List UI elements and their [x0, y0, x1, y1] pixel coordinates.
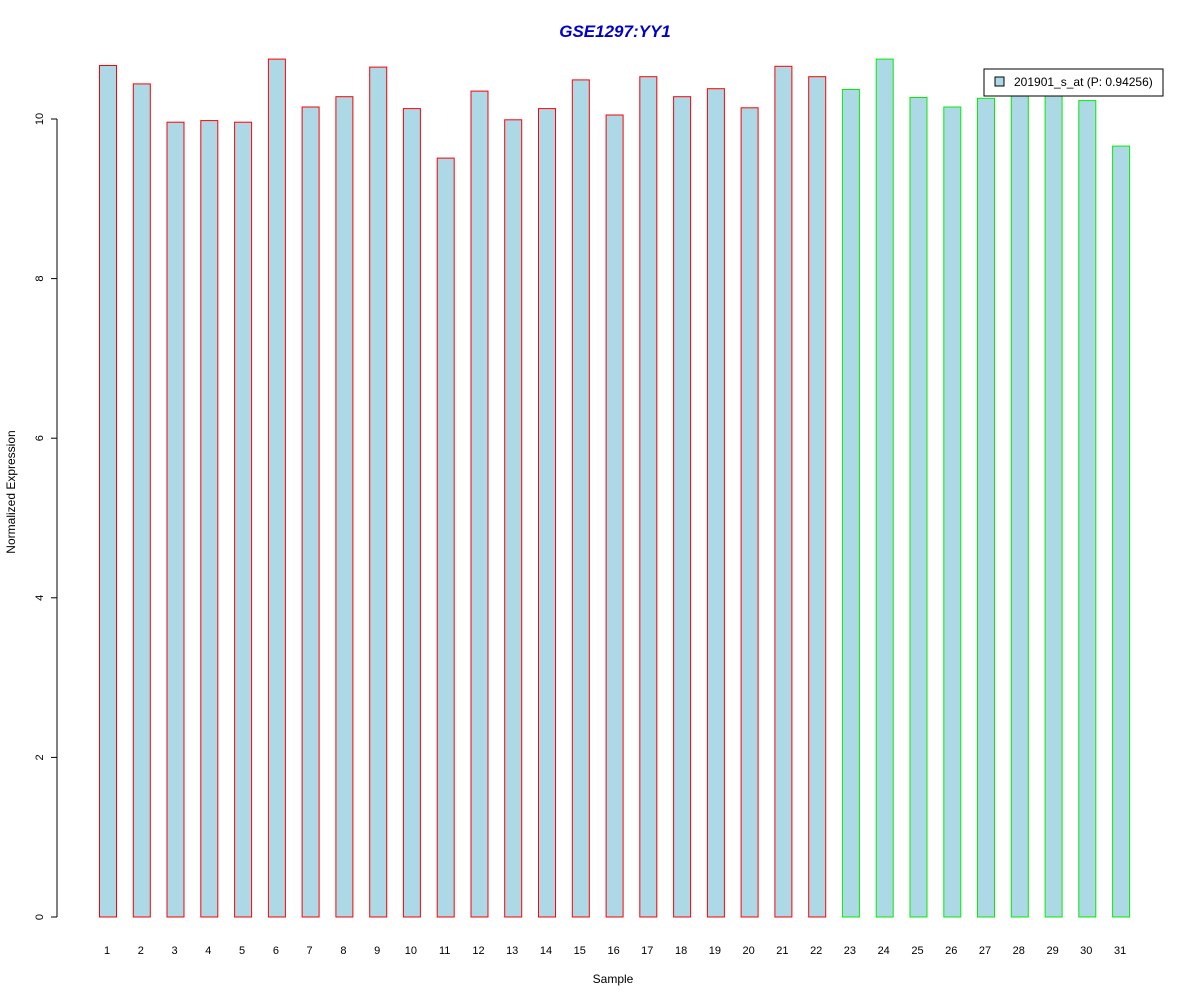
bar-sample-19: [706, 88, 725, 918]
x-tick-label: 16: [607, 945, 619, 957]
x-tick-label: 11: [439, 945, 450, 957]
legend-label: 201901_s_at (P: 0.94256): [1014, 75, 1153, 89]
legend: 201901_s_at (P: 0.94256): [983, 68, 1164, 97]
bar-sample-10: [402, 108, 421, 918]
bar-sample-11: [436, 157, 455, 918]
bar-sample-7: [301, 106, 320, 918]
x-axis-title: Sample: [593, 972, 634, 986]
bar-sample-15: [571, 79, 590, 918]
x-tick-label: 3: [171, 945, 177, 957]
x-tick-label: 27: [979, 945, 991, 957]
x-tick-label: 10: [405, 945, 417, 957]
bar-sample-29: [1044, 93, 1063, 918]
x-tick-label: 20: [742, 945, 754, 957]
x-tick-label: 13: [506, 945, 518, 957]
y-tick-label: 2: [34, 754, 46, 760]
x-tick-label: 25: [911, 945, 923, 957]
x-tick-label: 8: [340, 945, 346, 957]
bar-sample-3: [166, 121, 185, 918]
x-tick-label: 2: [138, 945, 144, 957]
x-tick-labels: 1 2 3 4 5 6 7 8 9 10 11 12 13 14 15 16 17 18 19 20 21 22 23 24 2…: [104, 945, 1126, 957]
bar-sample-17: [639, 76, 658, 918]
y-axis-title: Normalized Expression: [4, 430, 18, 553]
y-tick-label: 6: [34, 435, 46, 441]
x-tick-label: 19: [709, 945, 721, 957]
x-tick-label: 1: [104, 945, 110, 957]
bar-sample-8: [335, 96, 354, 918]
x-tick-label: 17: [641, 945, 653, 957]
bar-sample-12: [470, 90, 489, 918]
bar-sample-13: [504, 119, 523, 918]
bar-sample-14: [538, 108, 556, 918]
x-tick-label: 4: [205, 945, 211, 957]
bar-sample-25: [909, 97, 928, 918]
bar-sample-5: [234, 121, 253, 918]
x-tick-label: 21: [776, 945, 788, 957]
legend-swatch: [994, 76, 1005, 87]
x-tick-label: 24: [878, 945, 890, 957]
x-tick-label: 12: [472, 945, 484, 957]
x-tick-label: 29: [1046, 945, 1058, 957]
x-tick-label: 5: [239, 945, 245, 957]
bar-sample-6: [267, 58, 286, 918]
bar-sample-26: [943, 106, 962, 918]
bar-sample-22: [808, 76, 827, 918]
y-tick-label: 4: [34, 595, 46, 601]
bar-sample-24: [875, 58, 894, 918]
bar-sample-27: [977, 97, 995, 918]
bars-group: [99, 58, 1131, 918]
x-tick-label: 23: [844, 945, 856, 957]
bar-sample-31: [1112, 145, 1131, 918]
y-tick-label: 0: [34, 914, 46, 920]
bar-sample-21: [774, 65, 793, 918]
bar-sample-16: [605, 114, 624, 918]
x-tick-label: 9: [374, 945, 380, 957]
x-tick-label: 6: [273, 945, 279, 957]
bar-sample-9: [369, 66, 388, 918]
bar-sample-1: [99, 65, 117, 918]
bar-sample-18: [673, 96, 692, 918]
bar-sample-23: [841, 89, 860, 918]
x-tick-label: 30: [1080, 945, 1092, 957]
bar-sample-2: [132, 83, 151, 918]
x-tick-label: 14: [540, 945, 552, 957]
bar-sample-30: [1078, 100, 1097, 918]
legend-box: [983, 68, 1164, 97]
bar-sample-20: [740, 107, 759, 918]
bar-sample-4: [200, 120, 219, 918]
x-tick-label: 7: [307, 945, 313, 957]
chart-title: GSE1297:YY1: [559, 22, 671, 41]
y-axis: 0 2 4 6 8 10: [34, 113, 58, 920]
y-tick-label: 10: [34, 113, 46, 125]
bar-sample-28: [1010, 94, 1029, 918]
x-tick-label: 15: [574, 945, 586, 957]
x-tick-label: 31: [1114, 945, 1126, 957]
x-tick-label: 22: [810, 945, 822, 957]
x-tick-label: 18: [675, 945, 687, 957]
x-tick-label: 26: [945, 945, 957, 957]
y-tick-label: 8: [34, 276, 46, 282]
x-tick-label: 28: [1013, 945, 1025, 957]
